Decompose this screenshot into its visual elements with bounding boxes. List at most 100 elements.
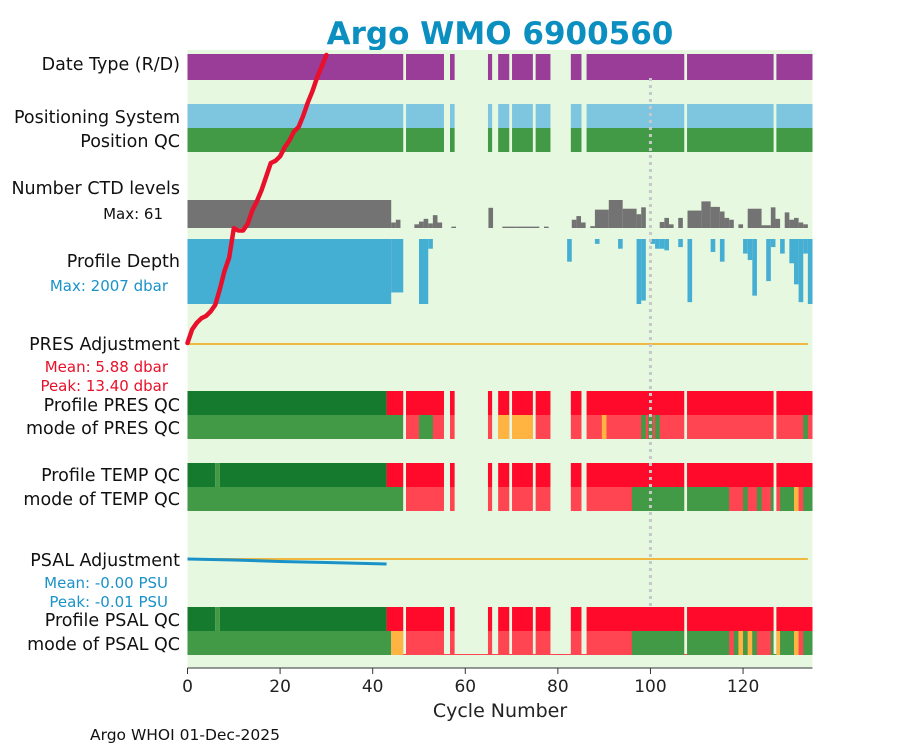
profile-depth-bar	[641, 239, 646, 301]
x-tick-label: 60	[454, 677, 476, 697]
ctd-level-bar	[451, 226, 457, 228]
label-profile-pres-qc: Profile PRES QC	[44, 396, 180, 416]
profile-depth-bar	[678, 239, 683, 248]
profile-depth-bar	[789, 239, 794, 264]
mode-of-psal-qc-segment	[738, 631, 744, 655]
mode-of-psal-qc-segment	[743, 631, 748, 655]
mode-of-psal-qc-segment	[780, 631, 794, 655]
missing-cycle-gap	[773, 54, 777, 654]
missing-cycle-gap	[532, 54, 536, 654]
chart-title: Argo WMO 6900560	[327, 16, 674, 52]
missing-cycle-gap	[403, 54, 407, 654]
position-qc-band	[187, 128, 813, 152]
ctd-level-bar	[187, 200, 392, 228]
ctd-level-bar	[581, 222, 586, 228]
ctd-level-bar	[719, 211, 725, 228]
mode-of-temp-qc-segment	[743, 487, 748, 511]
ctd-level-bar	[571, 219, 577, 228]
missing-cycle-gap	[550, 54, 571, 654]
label-mode-psal-qc: mode of PSAL QC	[27, 635, 180, 655]
profile-depth-bar	[770, 239, 776, 248]
annotation-pres-mean: Mean: 5.88 dbar	[45, 358, 169, 376]
ctd-level-bar	[659, 222, 665, 228]
annotation-pres-peak: Peak: 13.40 dbar	[40, 377, 168, 395]
x-axis-label: Cycle Number	[433, 700, 567, 722]
mode-of-temp-qc-segment	[780, 487, 794, 511]
mode-of-psal-qc-segment	[687, 631, 730, 655]
trajectory-layer	[185, 52, 329, 346]
profile-temp-qc-segment	[219, 463, 387, 487]
profile-depth-bar	[594, 239, 600, 244]
ctd-level-bar	[488, 207, 494, 228]
annotation-depth-max: Max: 2007 dbar	[50, 277, 169, 295]
ctd-level-bar	[594, 209, 609, 228]
profile-depth-bar	[803, 239, 808, 254]
profile-depth-bar	[650, 239, 656, 244]
ctd-level-bar	[641, 207, 646, 228]
mode-of-psal-qc-segment	[776, 631, 781, 655]
profile-psal-qc-segment	[219, 607, 387, 631]
profile-depth-bar	[747, 239, 753, 261]
ctd-level-bar	[729, 219, 734, 228]
mode-of-temp-qc-segment	[756, 487, 762, 511]
label-date-type: Date Type (R/D)	[42, 55, 180, 75]
label-positioning-system: Positioning System	[14, 108, 180, 128]
annotation-ctd-max: Max: 61	[103, 205, 163, 223]
label-mode-pres-qc: mode of PRES QC	[26, 419, 180, 439]
profile-temp-qc-segment	[215, 463, 220, 487]
label-ctd-levels: Number CTD levels	[11, 179, 180, 199]
mode-of-pres-qc-segment	[187, 415, 404, 439]
ctd-level-bar	[724, 217, 730, 228]
adjustment-lines	[187, 343, 808, 566]
ctd-level-bar	[391, 222, 396, 228]
ctd-level-bar	[418, 221, 424, 228]
label-profile-depth: Profile Depth	[67, 252, 180, 272]
mode-of-pres-qc-segment	[655, 415, 660, 439]
mode-of-psal-qc-segment	[391, 631, 404, 655]
mode-of-pres-qc-segment	[498, 415, 510, 439]
profile-depth-bar	[798, 239, 804, 303]
profile-depth-bars	[187, 239, 813, 304]
date-type-band	[187, 54, 813, 80]
mode-of-psal-qc-segment	[733, 631, 739, 655]
profile-depth-bar	[752, 239, 757, 296]
chart-bands	[187, 54, 813, 655]
missing-cycle-gap	[684, 54, 688, 654]
mode-of-psal-qc-segment	[752, 631, 757, 655]
missing-cycle-gap	[492, 54, 499, 654]
mode-of-pres-qc-segment	[641, 415, 646, 439]
ctd-level-bar	[414, 224, 419, 228]
mode-of-temp-qc-segment	[187, 487, 404, 511]
ctd-level-bar	[576, 216, 582, 228]
ctd-level-bar	[798, 222, 804, 228]
plot-background	[187, 50, 813, 668]
ctd-level-bar	[664, 217, 669, 228]
ctd-level-bar	[687, 210, 702, 228]
ctd-level-bar	[395, 219, 401, 228]
profile-depth-bar	[618, 239, 623, 249]
profile-pres-qc-segment	[386, 391, 813, 415]
ctd-level-bar	[770, 207, 776, 228]
profile-depth-bar	[766, 239, 771, 282]
label-psal-adjustment: PSAL Adjustment	[30, 551, 180, 571]
ctd-level-bar	[793, 217, 799, 228]
ctd-level-bar	[636, 214, 642, 228]
mode-of-temp-qc-segment	[631, 487, 685, 511]
profile-depth-bar	[710, 239, 716, 252]
psal-adjustment-band	[187, 557, 387, 566]
mode-of-psal-qc-segment	[793, 631, 799, 655]
profile-psal-qc-segment	[187, 607, 216, 631]
profile-depth-bar	[807, 239, 813, 304]
ctd-level-bar	[775, 218, 781, 228]
x-axis-ticks: 0 20 40 60 80 100 120	[182, 668, 759, 697]
mode-of-pres-qc-segment	[418, 415, 433, 439]
row-labels: Date Type (R/D) Positioning System Posit…	[11, 55, 180, 655]
mode-of-psal-qc-segment	[747, 631, 753, 655]
ctd-level-bar	[738, 224, 744, 228]
footer-credit: Argo WHOI 01-Dec-2025	[90, 726, 280, 744]
mode-of-temp-qc-segment	[793, 487, 799, 511]
profile-depth-bar	[428, 239, 433, 249]
profile-depth-bar	[391, 239, 404, 293]
mode-of-temp-qc-segment	[803, 487, 813, 511]
x-tick-label: 40	[362, 677, 384, 697]
